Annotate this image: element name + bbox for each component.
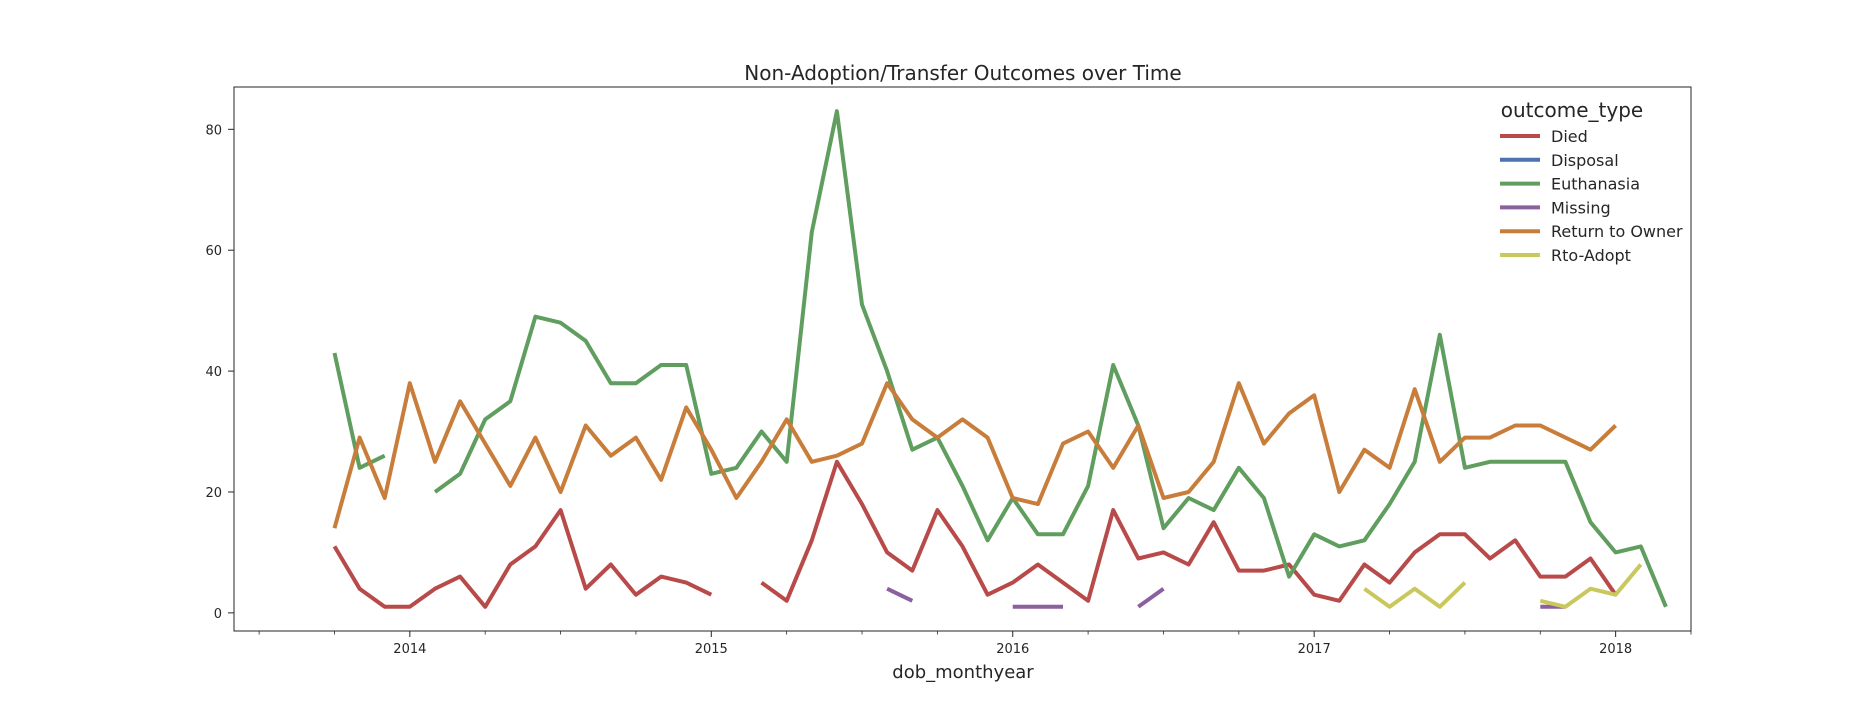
- series-line: [1137, 587, 1165, 609]
- series-line: [332, 381, 1617, 529]
- x-tick-label: 2016: [996, 642, 1029, 657]
- series-died: [332, 459, 1618, 609]
- series-euthanasia: [332, 109, 1668, 608]
- legend-label: Return to Owner: [1551, 222, 1683, 241]
- series-return-to-owner: [332, 381, 1617, 529]
- series-line: [886, 586, 914, 603]
- x-axis-label: dob_monthyear: [892, 662, 1034, 683]
- chart-title: Non-Adoption/Transfer Outcomes over Time: [744, 61, 1181, 85]
- x-tick-label: 2018: [1599, 642, 1632, 657]
- legend-title: outcome_type: [1501, 98, 1643, 122]
- series-line: [1363, 581, 1467, 609]
- x-tick-label: 2017: [1298, 642, 1331, 657]
- legend-label: Missing: [1551, 198, 1611, 217]
- legend-label: Disposal: [1551, 151, 1619, 170]
- series-rto-adopt: [1363, 563, 1643, 609]
- y-tick-label: 20: [205, 486, 222, 501]
- legend: outcome_type Died Disposal Euthanasia Missi…: [1500, 98, 1683, 265]
- series-layer: [332, 109, 1668, 609]
- y-tick-label: 0: [214, 607, 222, 622]
- series-missing: [886, 586, 1566, 609]
- y-tick-label: 80: [205, 123, 222, 138]
- legend-label: Euthanasia: [1551, 175, 1640, 194]
- series-line: [433, 109, 1668, 608]
- series-line: [1539, 563, 1643, 609]
- series-line: [332, 352, 386, 470]
- series-line: [332, 508, 713, 609]
- y-axis: 0 20 40 60 80: [205, 123, 234, 622]
- y-tick-label: 60: [205, 244, 222, 259]
- x-tick-label: 2014: [393, 642, 426, 657]
- y-tick-label: 40: [205, 365, 222, 380]
- x-tick-label: 2015: [695, 642, 728, 657]
- legend-label: Rto-Adopt: [1551, 246, 1631, 265]
- x-axis: 2014 2015 2016 2017 2018: [258, 631, 1692, 657]
- legend-label: Died: [1551, 127, 1588, 146]
- plot-area: [233, 86, 1692, 632]
- series-line: [760, 459, 1618, 603]
